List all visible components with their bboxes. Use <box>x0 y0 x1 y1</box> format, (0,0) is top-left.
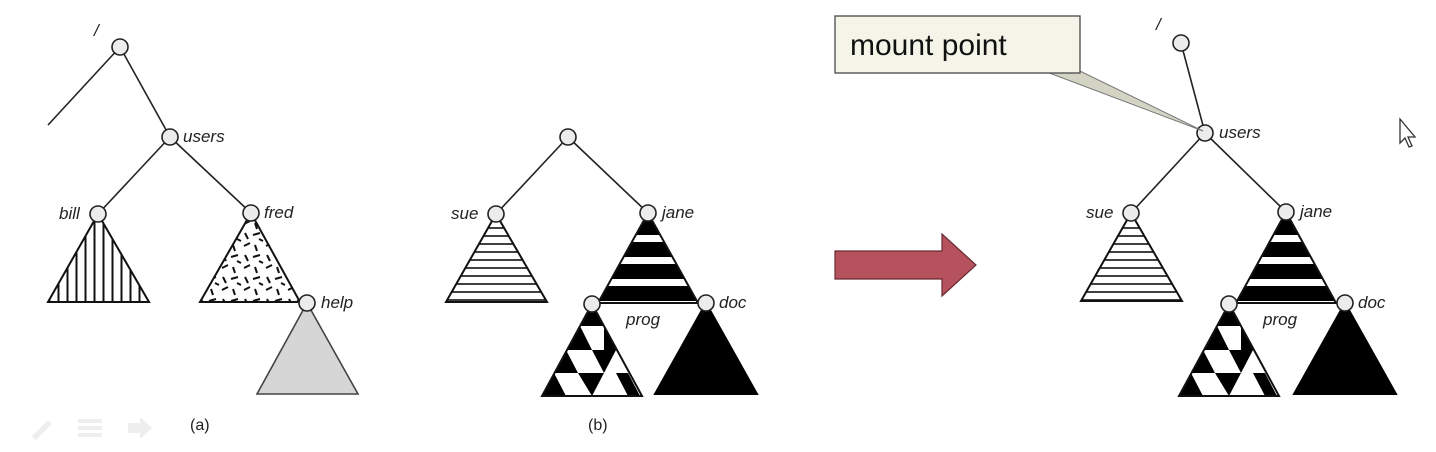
users-label: users <box>183 127 225 146</box>
edge-root-jane <box>567 136 649 214</box>
callout-text: mount point <box>850 29 1007 62</box>
jane-label-merged: jane <box>1298 202 1332 221</box>
help-node <box>298 294 316 312</box>
doc-node <box>697 294 715 312</box>
tree-merged: / users sue jane prog doc <box>1079 15 1398 397</box>
bill-node <box>89 205 107 223</box>
sue-label-merged: sue <box>1086 203 1113 222</box>
sue-subtree-merged <box>1079 210 1184 302</box>
root-node <box>111 38 129 56</box>
sue-node-merged <box>1122 204 1140 222</box>
jane-node <box>639 204 657 222</box>
cursor-arrow-icon <box>1399 117 1417 148</box>
users-label-merged: users <box>1219 123 1261 142</box>
tree-b: sue jane prog doc (b) <box>444 128 759 434</box>
pen-icon[interactable] <box>32 420 52 440</box>
edge-users-jane-merged <box>1204 132 1287 213</box>
edge-users-bill <box>97 136 171 215</box>
doc-subtree-merged <box>1292 300 1398 395</box>
prog-subtree <box>540 301 644 397</box>
edge-root-left <box>47 46 121 126</box>
help-label: help <box>321 293 353 312</box>
jane-subtree-merged <box>1234 209 1338 304</box>
prog-node-merged <box>1220 295 1238 313</box>
sue-subtree <box>444 211 549 303</box>
prog-node <box>583 295 601 313</box>
forward-arrow-icon[interactable] <box>128 417 152 439</box>
root-label-merged: / <box>1155 15 1163 34</box>
users-node <box>161 128 179 146</box>
edge-root-users <box>119 46 171 138</box>
doc-node-merged <box>1336 294 1354 312</box>
users-node-merged <box>1196 124 1214 142</box>
mount-point-callout: mount point <box>834 15 1204 132</box>
sue-node <box>487 205 505 223</box>
doc-label-merged: doc <box>1358 293 1386 312</box>
jane-label: jane <box>660 203 694 222</box>
edge-root-users-merged <box>1180 42 1206 134</box>
root-node-merged <box>1172 34 1190 52</box>
fred-node <box>242 204 260 222</box>
prog-label-merged: prog <box>1262 310 1298 329</box>
jane-subtree <box>596 210 700 304</box>
player-controls <box>32 417 152 440</box>
prog-label: prog <box>625 310 661 329</box>
transform-arrow-icon <box>834 232 977 298</box>
sue-label: sue <box>451 204 478 223</box>
caption-b: (b) <box>588 417 608 434</box>
help-subtree <box>255 301 360 395</box>
edge-root-sue <box>495 136 569 215</box>
caption-a: (a) <box>190 417 210 434</box>
edge-users-fred <box>169 136 252 214</box>
bill-subtree <box>46 211 151 303</box>
root-node-b <box>559 128 577 146</box>
root-label: / <box>93 21 101 40</box>
menu-icon[interactable] <box>78 419 102 437</box>
fred-subtree <box>198 210 302 303</box>
bill-label: bill <box>59 204 81 223</box>
doc-label: doc <box>719 293 747 312</box>
tree-a: / users bill fred help (a) <box>46 21 360 434</box>
jane-node-merged <box>1277 203 1295 221</box>
prog-subtree-merged <box>1177 301 1281 397</box>
edge-users-sue-merged <box>1130 132 1206 214</box>
doc-subtree <box>653 300 759 395</box>
fred-label: fred <box>264 203 294 222</box>
